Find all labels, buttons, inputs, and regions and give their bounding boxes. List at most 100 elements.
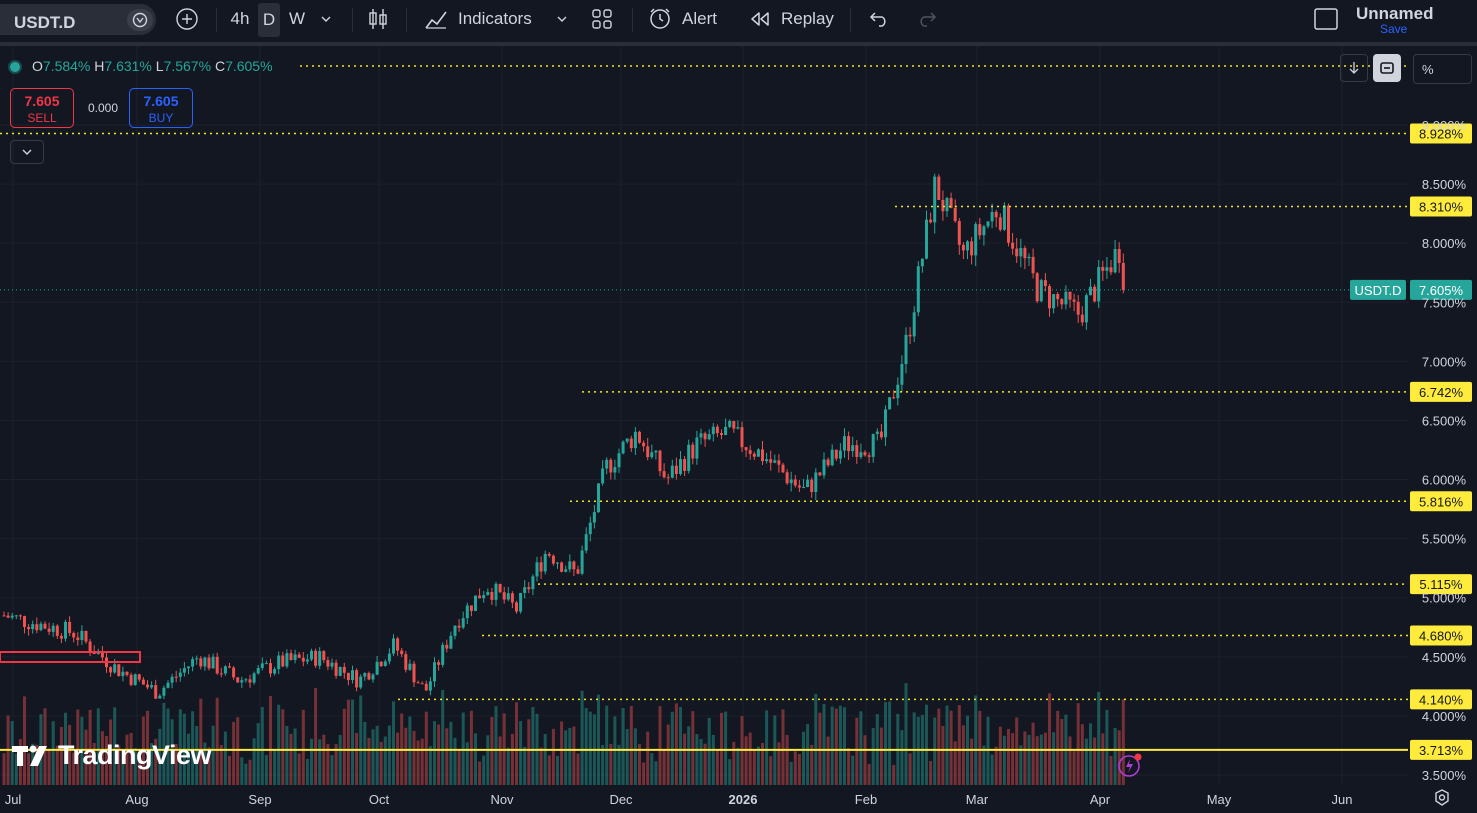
volume-bar	[539, 747, 543, 785]
volume-bar	[1027, 734, 1031, 785]
candle-body	[613, 467, 617, 473]
sell-price: 7.605	[24, 93, 60, 109]
candle-body	[351, 670, 354, 681]
candle-body	[871, 434, 875, 457]
scroll-down-button[interactable]	[1340, 54, 1368, 82]
toolbar-border	[0, 42, 1477, 46]
candle-body	[72, 633, 76, 638]
candle-body	[588, 522, 592, 535]
candle-body	[535, 562, 539, 577]
volume-bar	[55, 745, 59, 785]
volume-bar	[1039, 734, 1043, 785]
candle-body	[646, 446, 650, 458]
undo-icon[interactable]	[868, 0, 890, 38]
tv-logo-icon	[12, 745, 47, 766]
candle-body	[916, 266, 920, 313]
interval-4h[interactable]: 4h	[230, 9, 250, 28]
alert-button[interactable]: Alert	[648, 0, 717, 38]
volume-bar	[105, 736, 108, 785]
volume-bar	[150, 743, 154, 785]
price-chart[interactable]: 8.928% 8.310% 6.742% 5.816% 5.115% 4.680% 4.14…	[0, 46, 1477, 811]
candle-body	[129, 674, 133, 685]
spread-value: 0.000	[88, 101, 119, 115]
candle-body	[1064, 291, 1068, 305]
volume-bar	[527, 719, 531, 785]
volume-bar	[523, 746, 527, 785]
candle-body	[121, 671, 125, 677]
candle-body	[457, 625, 461, 628]
volume-bar	[469, 710, 473, 785]
volume-bar	[642, 762, 646, 785]
chart-settings-icon[interactable]	[1432, 788, 1454, 810]
interval-d[interactable]: D	[258, 3, 280, 37]
chevron-down-icon	[22, 149, 32, 155]
y-axis-tick-label: 4.500%	[1422, 650, 1467, 665]
volume-bar	[379, 741, 383, 785]
alert-label: Alert	[682, 9, 717, 28]
last-price-tag	[1410, 279, 1472, 300]
volume-bar	[191, 711, 195, 785]
bolt-button[interactable]	[1117, 752, 1143, 778]
volume-bar	[625, 729, 629, 785]
candle-body	[781, 464, 785, 473]
interval-dropdown-icon[interactable]	[318, 0, 334, 38]
volume-bar	[228, 755, 231, 785]
divider	[850, 8, 851, 32]
candle-body	[957, 221, 961, 245]
x-axis-tick-label: Nov	[490, 792, 514, 807]
compare-add-icon[interactable]	[174, 0, 200, 38]
candle-body	[1072, 299, 1076, 302]
volume-bar	[72, 752, 76, 785]
volume-bar	[551, 728, 555, 785]
layout-checkbox-icon[interactable]	[1313, 0, 1339, 38]
volume-bar	[367, 737, 371, 785]
candle-body	[974, 224, 978, 256]
interval-w[interactable]: W	[288, 9, 306, 28]
volume-bar	[564, 730, 568, 785]
layout-name[interactable]: Unnamed	[1356, 4, 1434, 23]
candle-body	[945, 198, 949, 212]
candle-body	[424, 683, 428, 691]
indicators-dropdown-icon[interactable]	[556, 0, 570, 38]
volume-bar	[88, 709, 92, 785]
candle-body	[564, 569, 568, 572]
candle-body	[1080, 314, 1084, 323]
buy-button[interactable]: 7.605 BUY	[129, 88, 193, 128]
open-value: 7.584%	[42, 58, 91, 74]
volume-bar	[867, 763, 871, 785]
volume-bar	[703, 743, 707, 785]
auto-scale-button[interactable]	[1373, 54, 1401, 82]
volume-bar	[498, 736, 502, 785]
lightning-icon	[1118, 753, 1142, 777]
candle-body	[510, 593, 514, 603]
candle-body	[769, 459, 773, 463]
candle-body	[59, 635, 63, 639]
volume-bar	[810, 744, 814, 785]
candle-body	[10, 615, 14, 618]
volume-bar	[461, 712, 465, 785]
replay-button[interactable]: Replay	[749, 0, 834, 38]
redo-icon[interactable]	[916, 0, 938, 38]
sell-button[interactable]: 7.605 SELL	[10, 88, 74, 128]
candle-body	[966, 241, 969, 251]
save-link[interactable]: Save	[1380, 22, 1408, 36]
candle-body	[650, 452, 654, 458]
percent-scale-button[interactable]: %	[1413, 54, 1472, 84]
candle-body	[240, 680, 244, 683]
candles-chart-type-icon[interactable]	[366, 0, 390, 38]
candle-body	[314, 650, 318, 666]
volume-bar	[904, 683, 908, 785]
volume-bar	[838, 705, 842, 785]
candle-body	[547, 553, 551, 556]
y-axis-tick-label: 7.000%	[1422, 354, 1467, 369]
collapse-legend-button[interactable]	[10, 140, 44, 164]
tradingview-logo[interactable]: TradingView	[12, 740, 212, 771]
symbol-menu-icon[interactable]	[127, 9, 153, 31]
layout-grid-icon[interactable]	[590, 0, 614, 38]
alert-clock-icon	[648, 7, 672, 31]
y-axis-tick-label: 6.500%	[1422, 413, 1467, 428]
candle-body	[199, 658, 203, 667]
volume-bar	[346, 699, 350, 785]
indicators-button[interactable]: Indicators	[424, 0, 532, 38]
symbol-search-button[interactable]: USDT.D	[0, 4, 156, 35]
